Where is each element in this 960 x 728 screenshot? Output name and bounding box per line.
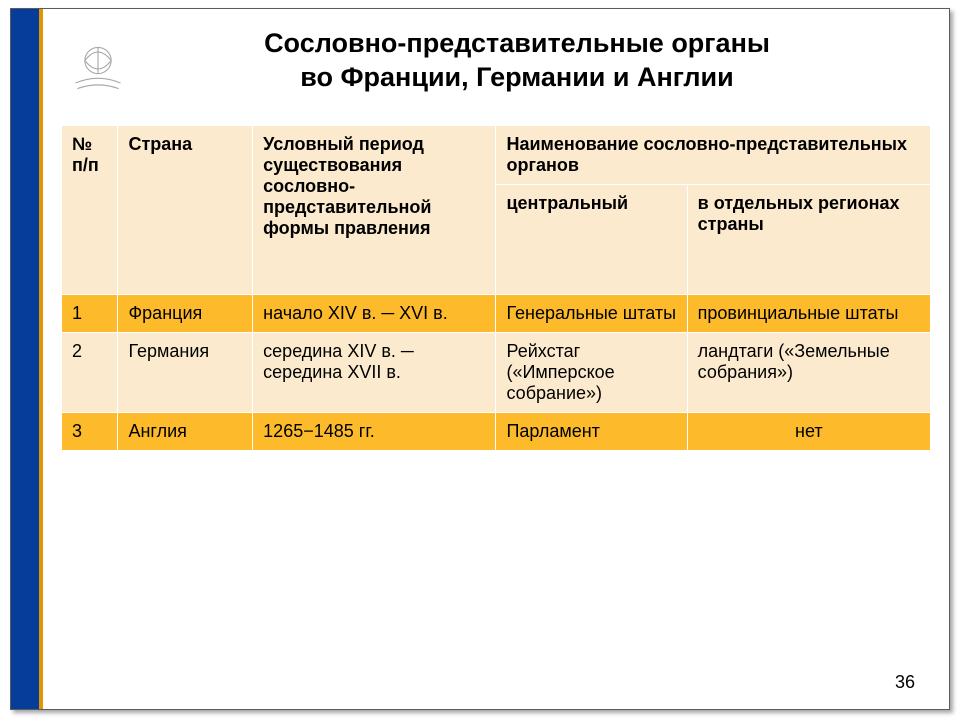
col-names-group-header: Наименование сословно-представительных о… (496, 126, 931, 185)
slide-content: Сословно-представительные органы во Фран… (61, 27, 931, 451)
col-central-subheader: центральный (496, 185, 687, 295)
table-row: 3 Англия 1265−1485 гг. Парламент нет (62, 413, 931, 451)
cell-num: 2 (62, 333, 118, 413)
cell-num: 1 (62, 295, 118, 333)
data-table: № п/п Страна Условный период существован… (61, 125, 931, 451)
cell-country: Франция (118, 295, 253, 333)
cell-country: Германия (118, 333, 253, 413)
table-header-row-1: № п/п Страна Условный период существован… (62, 126, 931, 185)
slide-frame: Сословно-представительные органы во Фран… (10, 8, 950, 710)
col-num-header: № п/п (62, 126, 118, 295)
page-number: 36 (895, 672, 915, 693)
slide-title: Сословно-представительные органы во Фран… (143, 27, 931, 95)
emblem-icon (61, 31, 135, 105)
cell-central: Рейхстаг («Имперское собрание») (496, 333, 687, 413)
title-line-1: Сословно-представительные органы (264, 28, 770, 58)
table-row: 2 Германия середина XIV в. ─ середина XV… (62, 333, 931, 413)
cell-country: Англия (118, 413, 253, 451)
cell-period: начало XIV в. ─ XVI в. (253, 295, 496, 333)
cell-central: Генеральные штаты (496, 295, 687, 333)
col-regional-subheader: в отдельных регионах страны (687, 185, 930, 295)
cell-regional: нет (687, 413, 930, 451)
left-stripe-accent (39, 9, 43, 709)
cell-period: середина XIV в. ─ середина XVII в. (253, 333, 496, 413)
title-line-2: во Франции, Германии и Англии (300, 62, 733, 92)
cell-regional: ландтаги («Земельные собрания») (687, 333, 930, 413)
header-row: Сословно-представительные органы во Фран… (61, 27, 931, 105)
cell-period: 1265−1485 гг. (253, 413, 496, 451)
left-stripe (11, 9, 39, 709)
cell-num: 3 (62, 413, 118, 451)
cell-regional: провинциальные штаты (687, 295, 930, 333)
col-period-header: Условный период существования сословно-п… (253, 126, 496, 295)
table-row: 1 Франция начало XIV в. ─ XVI в. Генерал… (62, 295, 931, 333)
cell-central: Парламент (496, 413, 687, 451)
col-country-header: Страна (118, 126, 253, 295)
